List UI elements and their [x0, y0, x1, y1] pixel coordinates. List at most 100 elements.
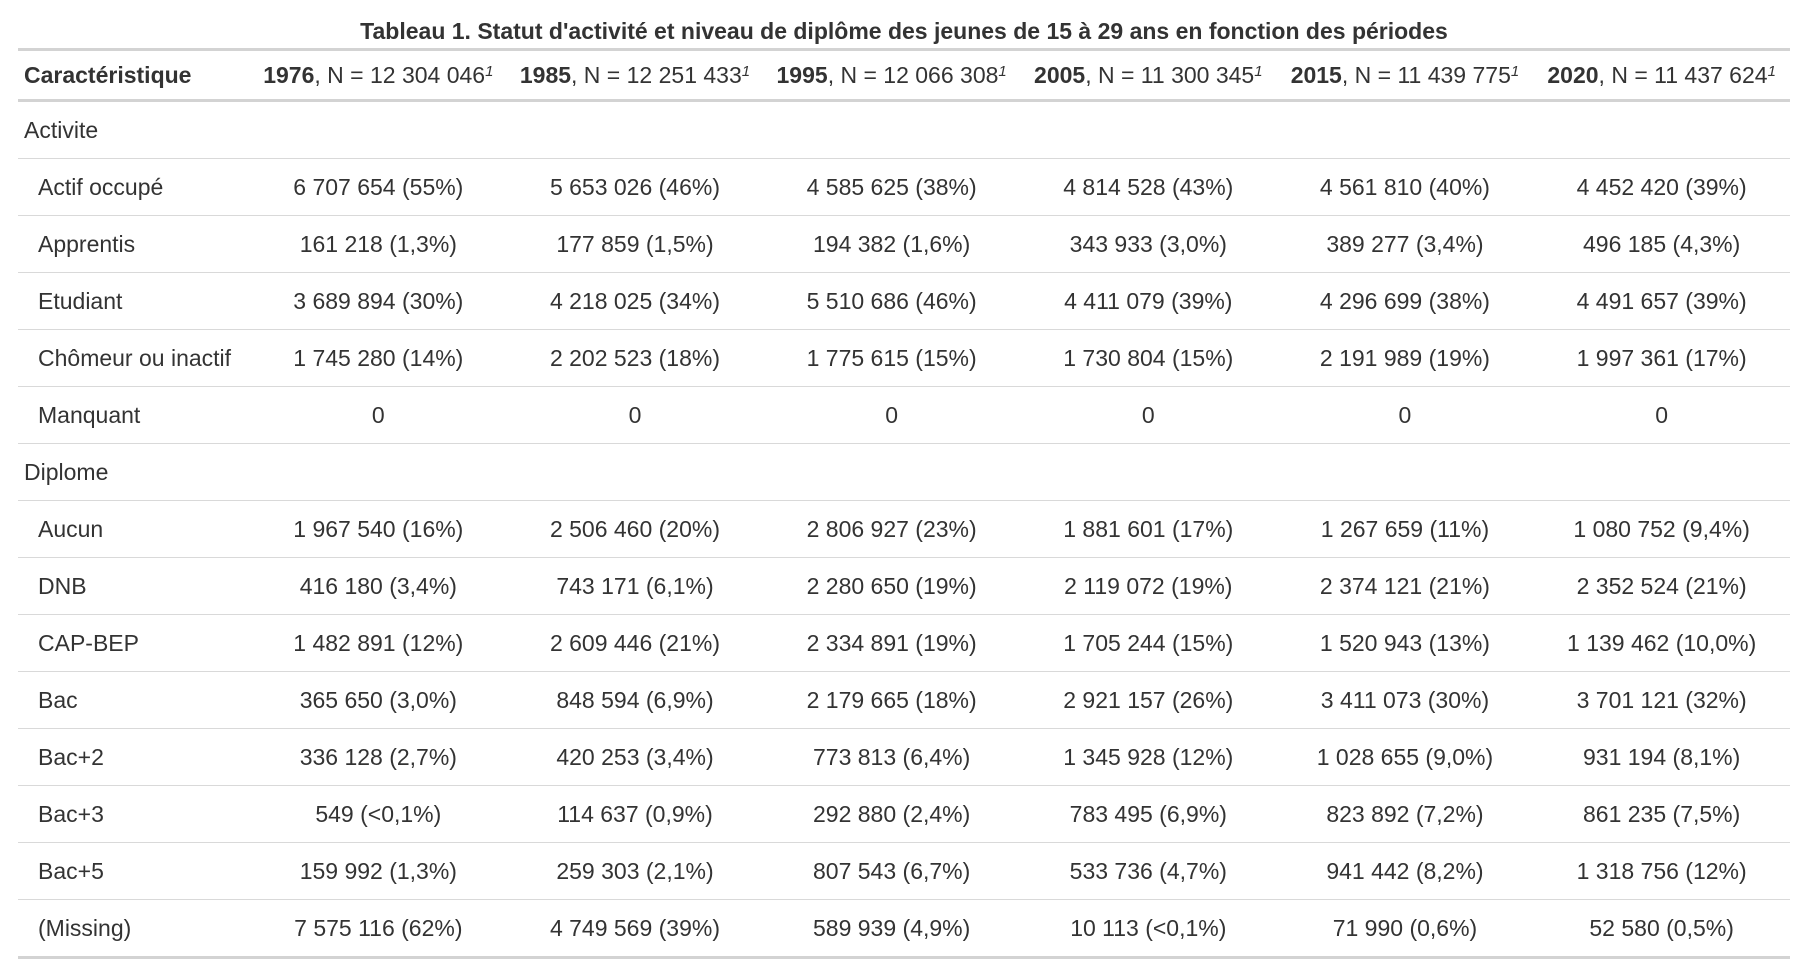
table-cell: 1 318 756 (12%): [1576, 857, 1747, 884]
header-year: 2020: [1547, 61, 1599, 88]
empty-cell: [250, 444, 507, 501]
header-n: , N = 12 251 433: [571, 61, 742, 88]
table-cell: 2 334 891 (19%): [806, 629, 977, 656]
empty-cell: [507, 444, 764, 501]
table-row: Chômeur ou inactif 1 745 280 (14%) 2 202 5…: [18, 330, 1790, 387]
table-cell: 4 814 528 (43%): [1063, 173, 1234, 200]
footnote-marker: 1: [1510, 62, 1520, 80]
header-col-2020: 2020, N = 11 437 6241: [1533, 50, 1790, 101]
header-col-2015: 2015, N = 11 439 7751: [1277, 50, 1534, 101]
table-cell: 496 185 (4,3%): [1583, 230, 1741, 257]
table-cell: 823 892 (7,2%): [1326, 800, 1484, 827]
table-cell: 0: [1655, 401, 1669, 428]
table-cell: 2 280 650 (19%): [806, 572, 977, 599]
empty-cell: [1277, 101, 1534, 159]
table-cell: 2 179 665 (18%): [806, 686, 977, 713]
header-year: 1976: [263, 61, 315, 88]
row-label: Bac: [38, 686, 78, 713]
table-cell: 941 442 (8,2%): [1326, 857, 1484, 884]
table-cell: 5 510 686 (46%): [806, 287, 977, 314]
table-cell: 1 997 361 (17%): [1576, 344, 1747, 371]
empty-cell: [1020, 444, 1277, 501]
table-cell: 533 736 (4,7%): [1069, 857, 1227, 884]
table-row: Aucun 1 967 540 (16%) 2 506 460 (20%) 2 806…: [18, 501, 1790, 558]
table-cell: 416 180 (3,4%): [299, 572, 457, 599]
row-label: Bac+3: [38, 800, 104, 827]
row-label: Bac+5: [38, 857, 104, 884]
table-cell: 848 594 (6,9%): [556, 686, 714, 713]
header-year: 1985: [519, 61, 572, 88]
table-cell: 4 491 657 (39%): [1576, 287, 1747, 314]
table-cell: 2 806 927 (23%): [806, 515, 977, 542]
header-col-1985: 1985, N = 12 251 4331: [507, 50, 764, 101]
table-cell: 0: [371, 401, 385, 428]
header-col-1995: 1995, N = 12 066 3081: [763, 50, 1020, 101]
table-cell: 3 411 073 (30%): [1320, 686, 1490, 713]
header-n: , N = 11 439 775: [1341, 61, 1511, 88]
table-cell: 1 028 655 (9,0%): [1316, 743, 1494, 770]
table-cell: 861 235 (7,5%): [1583, 800, 1741, 827]
table-cell: 114 637 (0,9%): [557, 800, 713, 827]
group-label: Activite: [24, 116, 99, 143]
table-row: (Missing) 7 575 116 (62%) 4 749 569 (39%) 5…: [18, 900, 1790, 958]
table-cell: 1 730 804 (15%): [1063, 344, 1234, 371]
table-row: CAP-BEP 1 482 891 (12%) 2 609 446 (21%) 2 3…: [18, 615, 1790, 672]
empty-cell: [1533, 101, 1790, 159]
table-row: Bac+3 549 (<0,1%) 114 637 (0,9%) 292 880 (2…: [18, 786, 1790, 843]
row-label: Apprentis: [38, 230, 136, 257]
row-label: Manquant: [38, 401, 141, 428]
row-label: Actif occupé: [38, 173, 164, 200]
footnote-marker: 1: [485, 62, 494, 80]
empty-cell: [763, 444, 1020, 501]
table-cell: 0: [1141, 401, 1155, 428]
header-n: , N = 12 066 308: [827, 61, 999, 88]
table-cell: 159 992 (1,3%): [299, 857, 457, 884]
table-row: DNB 416 180 (3,4%) 743 171 (6,1%) 2 280 650…: [18, 558, 1790, 615]
table-cell: 6 707 654 (55%): [293, 173, 464, 200]
table-cell: 807 543 (6,7%): [813, 857, 971, 884]
table-cell: 0: [628, 401, 642, 428]
table-cell: 4 296 699 (38%): [1319, 287, 1490, 314]
table-cell: 1 705 244 (15%): [1063, 629, 1234, 656]
table-cell: 194 382 (1,6%): [813, 230, 971, 257]
table-cell: 10 113 (<0,1%): [1070, 914, 1227, 941]
table-cell: 1 267 659 (11%): [1320, 515, 1490, 542]
table-row: Bac+2 336 128 (2,7%) 420 253 (3,4%) 773 813…: [18, 729, 1790, 786]
row-label: Bac+2: [38, 743, 104, 770]
footnote-marker: 1: [998, 62, 1007, 80]
table-cell: 1 520 943 (13%): [1319, 629, 1490, 656]
table-cell: 259 303 (2,1%): [556, 857, 714, 884]
table-cell: 1 745 280 (14%): [293, 344, 464, 371]
table-cell: 1 967 540 (16%): [293, 515, 464, 542]
row-label: Etudiant: [38, 287, 123, 314]
table-cell: 1 881 601 (17%): [1063, 515, 1234, 542]
table-caption: Tableau 1. Statut d'activité et niveau d…: [360, 18, 1448, 44]
row-label: DNB: [38, 572, 87, 599]
header-n: , N = 11 437 624: [1598, 61, 1768, 88]
table-cell: 4 411 079 (39%): [1064, 287, 1233, 314]
table-cell: 743 171 (6,1%): [556, 572, 714, 599]
empty-cell: [250, 101, 507, 159]
table-cell: 2 119 072 (19%): [1064, 572, 1233, 599]
table-cell: 336 128 (2,7%): [299, 743, 457, 770]
group-row: Activite: [18, 101, 1790, 159]
table-cell: 2 352 524 (21%): [1576, 572, 1747, 599]
table-cell: 2 191 989 (19%): [1319, 344, 1490, 371]
table-cell: 420 253 (3,4%): [556, 743, 714, 770]
header-year: 2005: [1034, 61, 1086, 88]
table-cell: 2 202 523 (18%): [549, 344, 721, 371]
data-table: Caractéristique 1976, N = 12 304 0461 19…: [18, 48, 1790, 959]
empty-cell: [1020, 101, 1277, 159]
table-cell: 389 277 (3,4%): [1326, 230, 1484, 257]
table-cell: 4 585 625 (38%): [806, 173, 977, 200]
table-cell: 3 689 894 (30%): [293, 287, 464, 314]
table-cell: 4 749 569 (39%): [549, 914, 721, 941]
row-label: Chômeur ou inactif: [38, 344, 232, 371]
table-row: Etudiant 3 689 894 (30%) 4 218 025 (34%) 5 …: [18, 273, 1790, 330]
footnote-marker: 1: [741, 62, 751, 80]
table-cell: 3 701 121 (32%): [1576, 686, 1747, 713]
header-n: , N = 12 304 046: [314, 61, 486, 88]
table-cell: 549 (<0,1%): [315, 800, 442, 827]
empty-cell: [763, 101, 1020, 159]
table-cell: 783 495 (6,9%): [1069, 800, 1227, 827]
